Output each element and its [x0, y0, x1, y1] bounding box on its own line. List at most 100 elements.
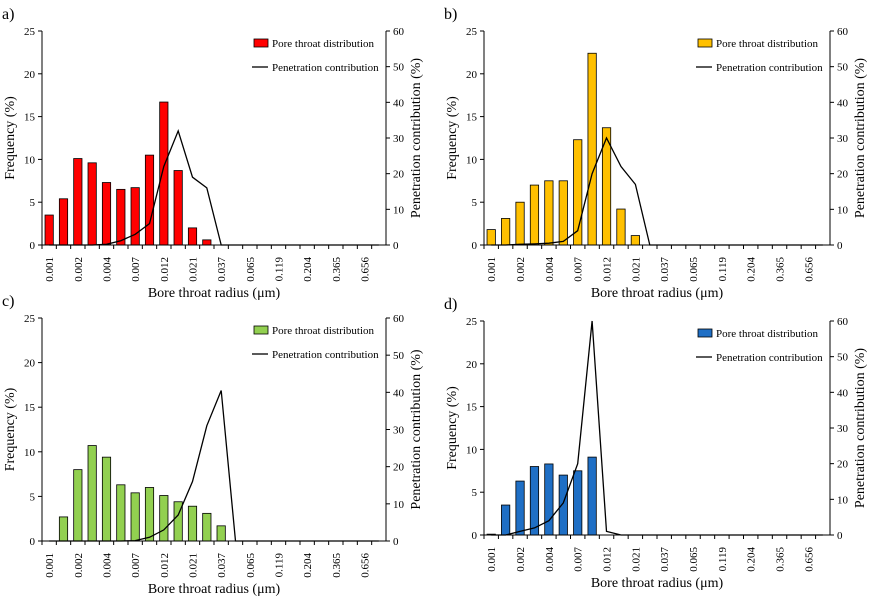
- bar: [116, 188, 126, 246]
- x-tick-label: 0.004: [544, 257, 556, 282]
- right-tick-label: 20: [837, 169, 849, 181]
- penetration-line: [49, 390, 379, 542]
- bar: [130, 492, 140, 542]
- legend-line-label: Penetration contribution: [272, 349, 379, 361]
- x-tick-label: 0.065: [688, 257, 700, 282]
- right-tick-label: 40: [837, 97, 849, 109]
- legend-line-label: Penetration contribution: [716, 62, 823, 74]
- left-tick-label: 20: [466, 359, 478, 371]
- legend-bar-label: Pore throat distribution: [716, 328, 819, 340]
- bar: [144, 487, 155, 542]
- x-tick-label: 0.656: [360, 553, 372, 578]
- x-tick-label: 0.656: [803, 257, 815, 282]
- bar: [58, 198, 69, 246]
- x-tick-label: 0.037: [216, 553, 228, 578]
- bar: [87, 445, 97, 542]
- right-tick-label: 0: [837, 530, 843, 542]
- x-tick-label: 0.007: [573, 257, 585, 282]
- left-axis-title: Frequency (%): [3, 96, 18, 180]
- x-tick-label: 0.007: [130, 553, 142, 578]
- right-axis-title: Penetration contribution (%): [853, 348, 868, 509]
- left-tick-label: 25: [466, 26, 478, 38]
- left-axis-title: Frequency (%): [445, 96, 460, 180]
- x-tick-label: 0.365: [775, 547, 787, 572]
- x-tick-label: 0.021: [188, 553, 200, 578]
- x-tick-label: 0.204: [302, 257, 314, 282]
- bar: [558, 180, 568, 246]
- bar: [202, 239, 212, 246]
- left-tick-label: 15: [466, 112, 478, 124]
- bar: [515, 480, 525, 536]
- right-axis-title: Penetration contribution (%): [409, 58, 424, 219]
- bar: [544, 180, 554, 246]
- right-tick-label: 60: [393, 26, 405, 38]
- x-tick-label: 0.204: [302, 553, 314, 578]
- left-tick-label: 20: [466, 69, 478, 81]
- right-tick-label: 30: [393, 133, 405, 145]
- bar: [159, 101, 169, 246]
- left-tick-label: 20: [24, 358, 36, 370]
- legend-bar-label: Pore throat distribution: [272, 325, 375, 337]
- x-tick-label: 0.002: [515, 547, 527, 572]
- bar: [573, 470, 583, 536]
- right-tick-label: 40: [837, 387, 849, 399]
- legend-line-label: Penetration contribution: [716, 352, 823, 364]
- x-tick-label: 0.037: [659, 547, 671, 572]
- right-tick-label: 10: [837, 494, 849, 506]
- right-tick-label: 60: [837, 26, 849, 38]
- right-tick-label: 50: [837, 62, 849, 74]
- x-tick-label: 0.656: [803, 547, 815, 572]
- right-axis-title: Penetration contribution (%): [853, 58, 868, 219]
- x-tick-label: 0.119: [274, 553, 286, 578]
- right-tick-label: 40: [393, 97, 405, 109]
- legend-bar-label: Pore throat distribution: [272, 38, 375, 50]
- left-tick-label: 25: [466, 316, 478, 328]
- right-tick-label: 40: [393, 387, 405, 399]
- x-tick-label: 0.004: [102, 553, 114, 578]
- bar: [101, 456, 112, 542]
- x-tick-label: 0.007: [573, 547, 585, 572]
- right-tick-label: 0: [837, 240, 843, 252]
- chart-panel-2: b) 0 5 10 15 20 25 0 10 20 30 40 50 60 0.001 0.002 0.004…: [444, 6, 868, 301]
- x-tick-label: 0.119: [274, 257, 286, 282]
- legend-line-label: Penetration contribution: [272, 62, 379, 74]
- x-tick-label: 0.007: [130, 257, 142, 282]
- bar: [486, 229, 496, 246]
- x-tick-label: 0.365: [331, 257, 343, 282]
- legend-bar-swatch: [697, 38, 713, 48]
- legend-bar-swatch: [697, 328, 713, 338]
- right-tick-label: 10: [393, 499, 405, 511]
- panel-label: b): [444, 6, 457, 23]
- left-axis-title: Frequency (%): [445, 386, 460, 470]
- left-tick-label: 10: [466, 444, 478, 456]
- x-tick-label: 0.119: [717, 257, 729, 282]
- bar: [544, 463, 554, 536]
- x-axis-title: Bore throat radius (μm): [148, 286, 281, 301]
- bar: [159, 495, 169, 542]
- right-tick-label: 10: [393, 204, 405, 216]
- right-tick-label: 60: [837, 316, 849, 328]
- x-tick-label: 0.065: [245, 553, 257, 578]
- bar: [87, 162, 97, 246]
- bar: [616, 208, 626, 246]
- x-tick-label: 0.021: [630, 257, 642, 282]
- chart-panel-4: d) 0 5 10 15 20 25 0 10 20 30 40 50 60 0.001 0.002 0.004…: [444, 296, 868, 591]
- chart-panel-1: a) 0 5 10 15 20 25 0 10 20 30 40 50 60 0.001 0.002 0.004…: [2, 6, 424, 301]
- bar: [73, 158, 83, 246]
- bar: [187, 227, 198, 246]
- x-tick-label: 0.365: [331, 553, 343, 578]
- right-axis-title: Penetration contribution (%): [409, 349, 424, 510]
- x-tick-label: 0.012: [159, 257, 171, 282]
- x-tick-label: 0.012: [159, 553, 171, 578]
- bar: [529, 184, 540, 246]
- right-tick-label: 0: [393, 536, 399, 548]
- bar: [116, 484, 126, 542]
- bar: [501, 218, 511, 246]
- left-tick-label: 5: [30, 197, 36, 209]
- right-tick-label: 30: [393, 425, 405, 437]
- x-tick-label: 0.204: [746, 257, 758, 282]
- penetration-line: [49, 128, 379, 246]
- x-tick-label: 0.001: [486, 547, 498, 572]
- bar: [44, 214, 54, 246]
- right-tick-label: 20: [393, 462, 405, 474]
